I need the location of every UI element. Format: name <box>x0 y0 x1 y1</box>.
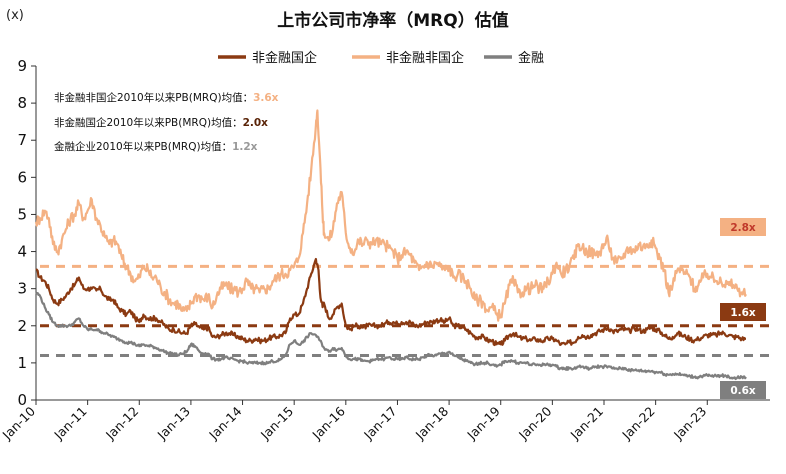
x-tick-label: Jan-20 <box>515 403 554 442</box>
mean-annotations: 非金融非国企2010年以来PB(MRQ)均值：3.6x 非金融国企2010年以来… <box>54 91 279 153</box>
y-unit-label: (x) <box>6 8 24 23</box>
x-tick-label: Jan-19 <box>463 403 502 442</box>
x-tick-label: Jan-23 <box>670 404 709 443</box>
x-tick-label: Jan-11 <box>50 404 89 443</box>
end-value-labels: 2.8x 1.6x 0.6x <box>720 218 766 399</box>
x-tick-label: Jan-17 <box>360 404 399 443</box>
y-tick-label: 3 <box>17 280 27 298</box>
x-tick-label: Jan-21 <box>567 404 606 443</box>
y-tick-label: 2 <box>17 317 27 335</box>
annotation-private-mean: 非金融非国企2010年以来PB(MRQ)均值：3.6x <box>54 91 279 104</box>
y-tick-label: 9 <box>17 57 27 75</box>
x-tick-label: Jan-14 <box>205 403 244 442</box>
x-tick-label: Jan-22 <box>618 404 657 443</box>
y-tick-label: 8 <box>17 94 27 112</box>
legend-label-financial: 金融 <box>518 50 544 66</box>
legend-label-soe: 非金融国企 <box>252 50 317 66</box>
series-line <box>35 291 747 381</box>
x-tick-group: Jan-10 Jan-11 Jan-12 Jan-13 Jan-14 Jan-15 Jan-… <box>0 400 709 443</box>
annotation-soe-mean-label: 非金融国企2010年以来PB(MRQ)均值： <box>54 116 243 129</box>
y-tick-label: 1 <box>17 354 27 372</box>
y-tick-label: 0 <box>17 391 27 409</box>
end-label-text: 0.6x <box>730 385 756 397</box>
annotation-financial-mean-label: 金融企业2010年以来PB(MRQ)均值： <box>54 140 232 153</box>
legend: 非金融国企 非金融非国企 金融 <box>218 50 544 66</box>
annotation-private-mean-label: 非金融非国企2010年以来PB(MRQ)均值： <box>54 91 253 104</box>
end-label-badge <box>720 218 766 236</box>
end-label-text: 2.8x <box>730 222 756 234</box>
mean-reference-lines <box>40 264 770 357</box>
annotation-soe-mean: 非金融国企2010年以来PB(MRQ)均值：2.0x <box>54 116 268 129</box>
y-tick-label: 6 <box>17 168 27 186</box>
legend-label-private: 非金融非国企 <box>386 50 464 66</box>
series-line <box>35 257 747 347</box>
annotation-financial-mean: 金融企业2010年以来PB(MRQ)均值：1.2x <box>54 140 258 153</box>
y-tick-label: 7 <box>17 131 27 149</box>
series-line <box>34 109 747 322</box>
x-tick-label: Jan-18 <box>412 403 451 442</box>
x-tick-label: Jan-15 <box>257 404 296 443</box>
y-tick-group: 0 1 2 3 4 5 6 7 8 9 <box>17 57 36 409</box>
end-label-badge <box>720 303 766 321</box>
x-tick-label: Jan-16 <box>309 403 348 442</box>
annotation-financial-mean-value: 1.2x <box>232 141 258 153</box>
x-tick-label: Jan-12 <box>102 404 141 443</box>
x-tick-label: Jan-13 <box>154 404 193 443</box>
chart-title: 上市公司市净率（MRQ）估值 <box>277 10 508 31</box>
x-tick-label: Jan-10 <box>0 403 38 442</box>
annotation-private-mean-value: 3.6x <box>253 92 279 104</box>
annotation-soe-mean-value: 2.0x <box>243 117 269 129</box>
series-group <box>34 109 747 381</box>
y-tick-label: 5 <box>17 205 27 223</box>
end-label-text: 1.6x <box>730 307 756 319</box>
end-label-badge <box>720 381 766 399</box>
y-tick-label: 4 <box>17 243 27 261</box>
